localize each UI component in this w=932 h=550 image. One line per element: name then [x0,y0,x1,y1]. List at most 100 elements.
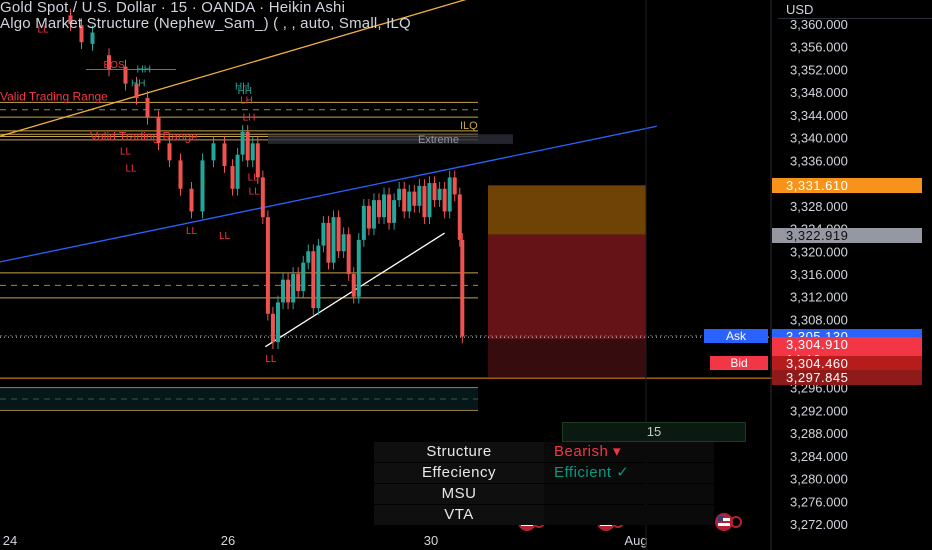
currency-header [778,0,932,19]
time-tick-label: 30 [424,533,438,548]
candle-body [281,279,286,303]
current-price-label[interactable]: 3,331.610 [772,178,922,194]
structure-label-ll: LL [265,354,277,365]
price-tick-label: 3,320.000 [790,244,848,259]
price-tick-label: 3,312.000 [790,290,848,305]
candle-body [402,188,407,212]
price-tick-label: 3,356.000 [790,40,848,55]
efficiency-value: Efficient ✓ [544,463,714,483]
candle-body [341,234,346,252]
structure-key: Structure [374,442,544,462]
candle-body [447,177,452,212]
candle-body [351,274,356,297]
stop-price-label[interactable]: 3,297.845 [772,370,922,386]
candle-body [68,15,73,24]
symbol-title[interactable]: Gold Spot / U.S. Dollar · 15 · OANDA · H… [0,0,346,16]
candle-body [306,251,311,263]
candle-body [200,160,205,212]
indicator-title[interactable]: Algo Market Structure (Nephew_Sam_) ( , … [0,15,411,32]
candle-body [321,222,326,246]
bid-tag: Bid [710,355,768,370]
candle-body [230,166,235,189]
candle-body [336,217,341,252]
candle-body [178,160,183,189]
price-axis[interactable]: 3,360.000 3,356.000 3,352.000 3,348.000 3,34… [770,0,932,550]
valid-range-label: Valid Trading Range [0,89,108,103]
trendline-orange [0,0,467,137]
candle-body [412,191,417,206]
last-price-value: 3,304.910 [786,337,849,352]
time-tick-label: 26 [221,533,235,548]
candle-body [189,188,194,212]
entry-price-label[interactable]: 3,322.919 [772,227,922,243]
candle-body [392,200,397,223]
price-tick-label: 3,336.000 [790,153,848,168]
candle-body [387,194,392,223]
candle-body [270,313,275,343]
candle-body [245,131,250,161]
candle-body [296,274,301,292]
target-zone [488,185,646,235]
candle-body [437,188,442,201]
structure-label-ll: LL [126,164,138,175]
structure-label-hh: HH [137,64,151,75]
candle-body [90,32,95,44]
market-structure-table: Structure Bearish ▾ Effeciency Efficient… [374,442,714,526]
structure-label-ll: LL [120,147,132,158]
candle-body [366,205,371,229]
price-tick-label: 3,284.000 [790,449,848,464]
trendline-blue [0,125,657,263]
candle-body [275,302,280,343]
structure-label-ll: LL [249,186,261,197]
time-tick-label: 24 [3,533,17,548]
msu-key: MSU [374,484,544,504]
structure-label-hh: HH [131,79,145,90]
flag-stripe [718,523,730,526]
candle-body [291,274,296,303]
candle-body [167,143,172,161]
candle-body [222,143,227,167]
price-tick-label: 3,280.000 [790,472,848,487]
candle-body [250,143,255,161]
candle-body [311,251,316,309]
stop-zone-filled [488,234,646,340]
structure-label-ll: LL [248,172,260,183]
candle-body [316,245,321,309]
position-layer [0,185,932,379]
candle-body [240,131,245,155]
currency-label[interactable]: USD [786,2,814,17]
us-flag-event-icon[interactable] [715,513,742,531]
price-tick-label: 3,276.000 [790,494,848,509]
candle-body [417,185,422,206]
flag-ring [730,516,742,528]
structure-label-bos: BOS [104,60,125,71]
candle-body [346,234,351,274]
valid-range-label: Valid Trading Range [90,130,198,144]
time-axis[interactable]: 24 26 30 Aug [3,0,648,550]
chart-legend[interactable]: Gold Spot / U.S. Dollar · 15 · OANDA · H… [0,0,411,32]
candle-body [376,200,381,218]
candle-body [422,185,427,218]
candle-body [145,97,150,118]
vta-value [544,505,714,525]
bid-price-label[interactable]: 3,304.460 [772,355,922,371]
candle-body [427,183,432,218]
ask-tag: Ask [704,328,768,343]
table-row: MSU [374,484,714,504]
candle-body [211,143,216,161]
table-row: VTA [374,505,714,525]
candle-body [107,55,111,70]
table-row: Effeciency Efficient ✓ [374,463,714,483]
msu-value [544,484,714,504]
structure-value: Bearish ▾ [544,442,714,462]
candle-body [407,191,412,212]
candle-body [371,200,376,229]
price-tick-label: 3,328.000 [790,199,848,214]
candle-body [235,154,240,189]
efficiency-key: Effeciency [374,463,544,483]
candle-body [457,194,462,240]
structure-label-hh: HH [235,81,249,92]
table-row: Structure Bearish ▾ [374,442,714,462]
timeframe-box: 15 [562,422,746,442]
